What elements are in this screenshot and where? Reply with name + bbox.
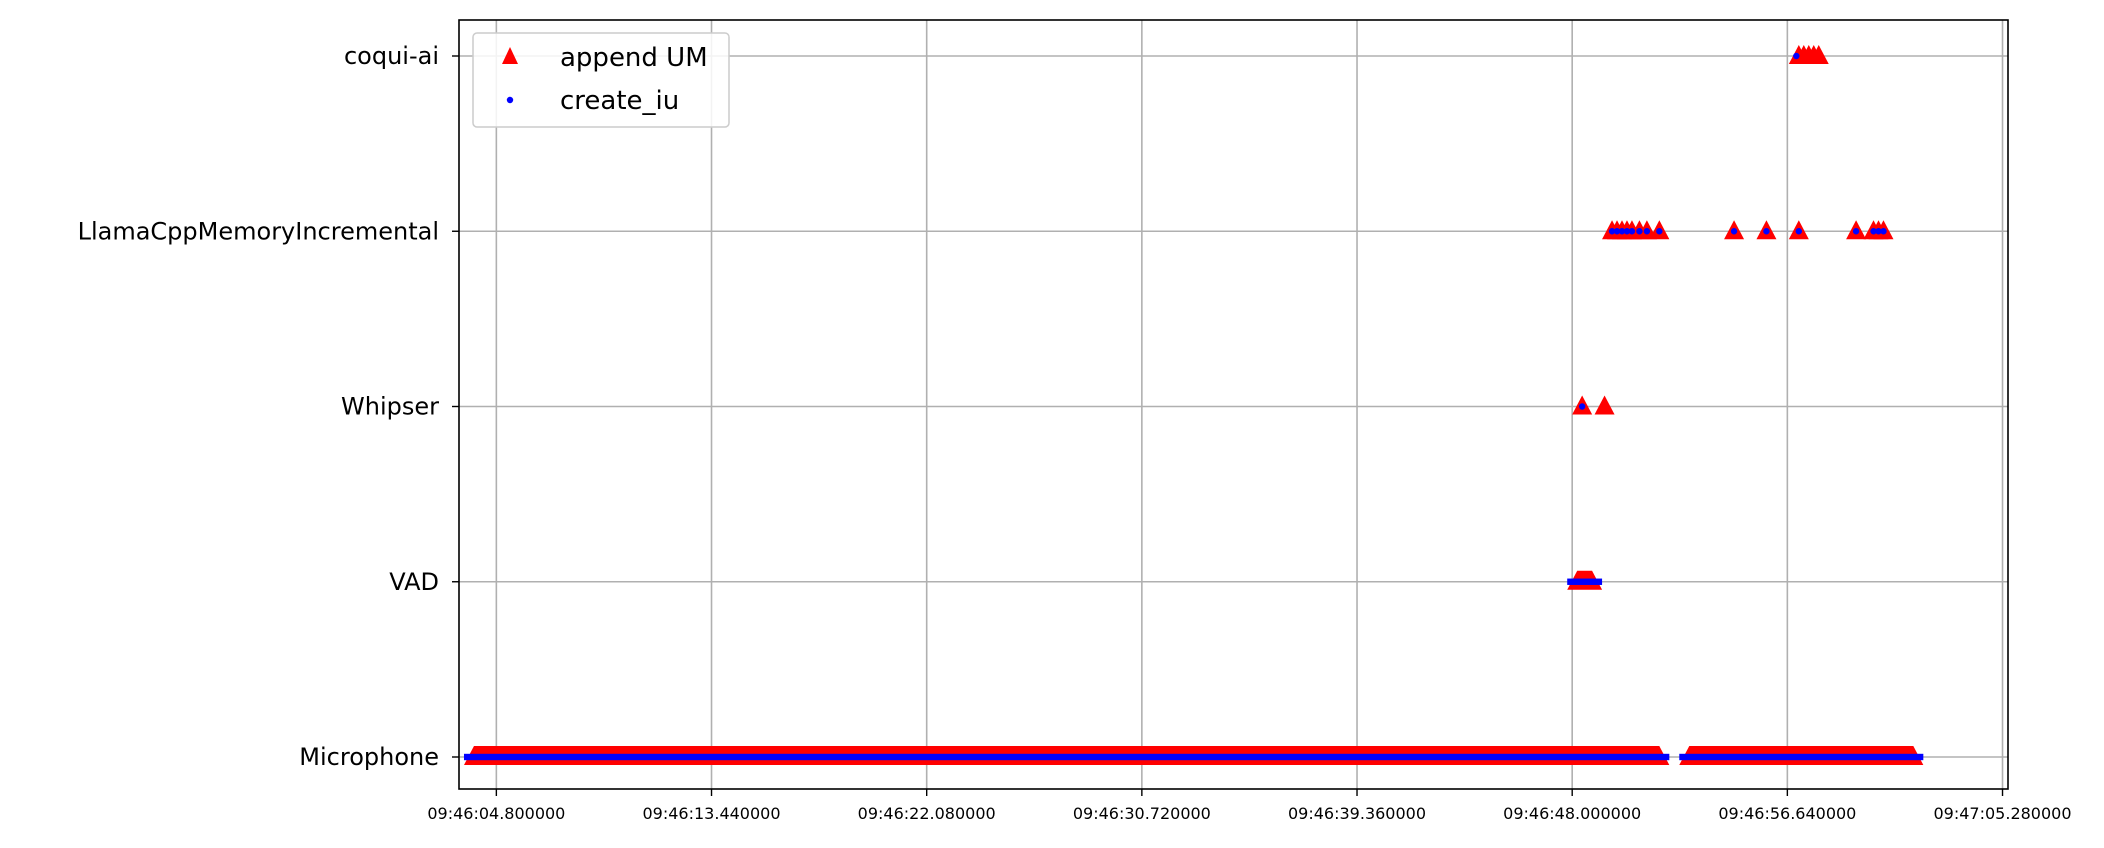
- y-category-label: VAD: [389, 568, 439, 596]
- plot-frame: [458, 19, 2009, 790]
- grid-lines: [459, 20, 2008, 789]
- dot-marker: [1578, 403, 1586, 410]
- dot-marker: [1613, 228, 1621, 235]
- x-tick-label: 09:46:56.640000: [1718, 804, 1856, 823]
- dot-marker: [1870, 228, 1877, 235]
- x-tick-label: 09:47:05.280000: [1934, 804, 2072, 823]
- y-category-label: coqui-ai: [344, 42, 439, 70]
- triangle-marker: [1808, 45, 1829, 64]
- legend-marker-triangle-icon: [502, 47, 518, 64]
- x-tick-label: 09:46:39.360000: [1288, 804, 1426, 823]
- y-category-label: Whipser: [341, 393, 439, 421]
- dot-marker: [1636, 228, 1643, 235]
- dot-marker-run: [1679, 753, 1924, 761]
- dot-marker-run: [1567, 578, 1603, 585]
- x-tick-label: 09:46:30.720000: [1073, 804, 1211, 823]
- y-axis: Microphone VAD Whipser LlamaCppMemoryIncrem…: [78, 42, 459, 771]
- legend-box: [472, 32, 730, 128]
- dot-marker: [1608, 228, 1616, 235]
- dot-marker: [1880, 228, 1887, 235]
- x-axis: 09:46:04.800000 09:46:13.440000 09:46:22.0…: [427, 789, 2072, 823]
- legend-marker-dot-icon: [506, 96, 514, 104]
- dot-marker: [1643, 228, 1651, 235]
- dot-marker-run: [463, 753, 1670, 761]
- dot-marker: [1628, 228, 1636, 235]
- dot-marker: [1795, 228, 1803, 235]
- y-category-label: Microphone: [299, 743, 439, 771]
- x-tick-label: 09:46:22.080000: [858, 804, 996, 823]
- legend-label-create-iu: create_iu: [560, 86, 679, 116]
- dot-marker: [1623, 228, 1631, 235]
- dot-marker: [1793, 52, 1800, 60]
- dot-marker: [1656, 228, 1663, 235]
- dot-marker: [1875, 228, 1882, 235]
- y-category-label: LlamaCppMemoryIncremental: [78, 217, 439, 245]
- dot-marker: [1763, 228, 1770, 235]
- triangle-marker: [1594, 395, 1615, 415]
- dot-marker: [1618, 228, 1626, 235]
- x-tick-label: 09:46:48.000000: [1503, 804, 1641, 823]
- x-tick-label: 09:46:04.800000: [427, 804, 565, 823]
- x-tick-label: 09:46:13.440000: [643, 804, 781, 823]
- legend-label-append-um: append UM: [560, 43, 708, 73]
- legend: append UM create_iu: [472, 32, 730, 128]
- dot-marker: [1852, 228, 1860, 235]
- data-marks: [463, 45, 1924, 765]
- dot-marker: [1730, 228, 1738, 235]
